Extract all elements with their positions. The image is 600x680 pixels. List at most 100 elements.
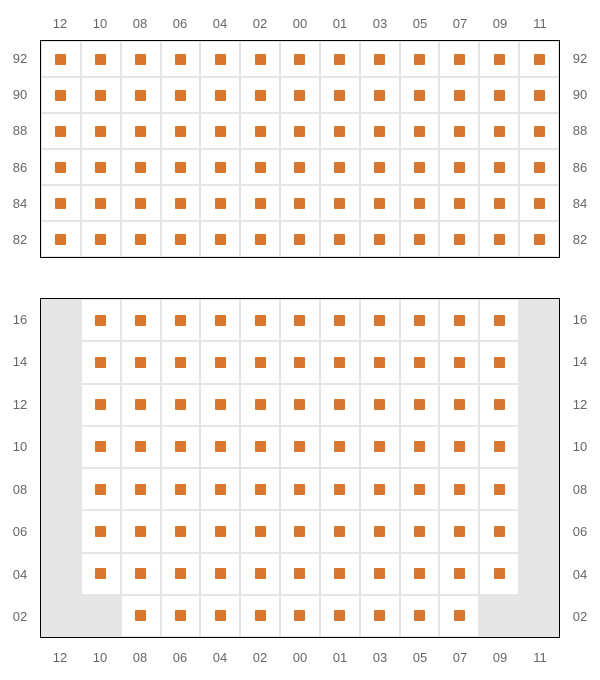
seat-cell[interactable]: [439, 384, 479, 426]
seat-cell[interactable]: [240, 113, 280, 149]
seat-cell[interactable]: [200, 468, 240, 510]
seat-cell[interactable]: [320, 595, 360, 637]
seat-cell[interactable]: [161, 41, 201, 77]
seat-cell[interactable]: [479, 221, 519, 257]
seat-cell[interactable]: [519, 77, 559, 113]
seat-cell[interactable]: [479, 553, 519, 595]
seat-cell[interactable]: [81, 41, 121, 77]
seat-cell[interactable]: [200, 221, 240, 257]
seat-cell[interactable]: [121, 41, 161, 77]
seat-cell[interactable]: [81, 149, 121, 185]
seat-cell[interactable]: [161, 510, 201, 552]
seat-cell[interactable]: [320, 77, 360, 113]
seat-cell[interactable]: [240, 299, 280, 341]
seat-cell[interactable]: [81, 384, 121, 426]
seat-cell[interactable]: [121, 341, 161, 383]
seat-cell[interactable]: [360, 468, 400, 510]
seat-cell[interactable]: [121, 221, 161, 257]
seat-cell[interactable]: [240, 77, 280, 113]
seat-cell[interactable]: [320, 185, 360, 221]
seat-cell[interactable]: [240, 185, 280, 221]
seat-cell[interactable]: [479, 113, 519, 149]
seat-cell[interactable]: [121, 113, 161, 149]
seat-cell[interactable]: [400, 113, 440, 149]
seat-cell[interactable]: [121, 426, 161, 468]
seat-cell[interactable]: [519, 149, 559, 185]
seat-cell[interactable]: [240, 221, 280, 257]
seat-cell[interactable]: [280, 595, 320, 637]
seat-cell[interactable]: [121, 510, 161, 552]
seat-cell[interactable]: [280, 221, 320, 257]
seat-cell[interactable]: [280, 553, 320, 595]
seat-cell[interactable]: [280, 149, 320, 185]
seat-cell[interactable]: [360, 113, 400, 149]
seat-cell[interactable]: [479, 149, 519, 185]
seat-cell[interactable]: [519, 113, 559, 149]
seat-cell[interactable]: [360, 299, 400, 341]
seat-cell[interactable]: [41, 149, 81, 185]
seat-cell[interactable]: [200, 553, 240, 595]
seat-cell[interactable]: [360, 384, 400, 426]
seat-cell[interactable]: [121, 149, 161, 185]
seat-cell[interactable]: [121, 185, 161, 221]
seat-cell[interactable]: [320, 553, 360, 595]
seat-cell[interactable]: [41, 113, 81, 149]
seat-cell[interactable]: [519, 185, 559, 221]
seat-cell[interactable]: [280, 384, 320, 426]
seat-cell[interactable]: [360, 149, 400, 185]
seat-cell[interactable]: [439, 595, 479, 637]
seat-cell[interactable]: [240, 510, 280, 552]
seat-cell[interactable]: [81, 468, 121, 510]
seat-cell[interactable]: [81, 553, 121, 595]
seat-cell[interactable]: [400, 77, 440, 113]
seat-cell[interactable]: [479, 299, 519, 341]
seat-cell[interactable]: [81, 299, 121, 341]
seat-cell[interactable]: [200, 299, 240, 341]
seat-cell[interactable]: [161, 185, 201, 221]
seat-cell[interactable]: [200, 41, 240, 77]
seat-cell[interactable]: [161, 221, 201, 257]
seat-cell[interactable]: [439, 553, 479, 595]
seat-cell[interactable]: [161, 77, 201, 113]
seat-cell[interactable]: [439, 341, 479, 383]
seat-cell[interactable]: [320, 341, 360, 383]
seat-cell[interactable]: [400, 341, 440, 383]
seat-cell[interactable]: [161, 595, 201, 637]
seat-cell[interactable]: [439, 41, 479, 77]
seat-cell[interactable]: [320, 113, 360, 149]
seat-cell[interactable]: [360, 41, 400, 77]
seat-cell[interactable]: [200, 384, 240, 426]
seat-cell[interactable]: [479, 468, 519, 510]
seat-cell[interactable]: [439, 299, 479, 341]
seat-cell[interactable]: [519, 221, 559, 257]
seat-cell[interactable]: [400, 384, 440, 426]
seat-cell[interactable]: [161, 341, 201, 383]
seat-cell[interactable]: [439, 77, 479, 113]
seat-cell[interactable]: [81, 185, 121, 221]
seat-cell[interactable]: [439, 185, 479, 221]
seat-cell[interactable]: [400, 595, 440, 637]
seat-cell[interactable]: [280, 341, 320, 383]
seat-cell[interactable]: [240, 384, 280, 426]
seat-cell[interactable]: [400, 510, 440, 552]
seat-cell[interactable]: [320, 221, 360, 257]
seat-cell[interactable]: [479, 185, 519, 221]
seat-cell[interactable]: [200, 595, 240, 637]
seat-cell[interactable]: [240, 595, 280, 637]
seat-cell[interactable]: [41, 221, 81, 257]
seat-cell[interactable]: [479, 77, 519, 113]
seat-cell[interactable]: [200, 113, 240, 149]
seat-cell[interactable]: [200, 185, 240, 221]
seat-cell[interactable]: [320, 41, 360, 77]
seat-cell[interactable]: [320, 149, 360, 185]
seat-cell[interactable]: [240, 553, 280, 595]
seat-cell[interactable]: [400, 468, 440, 510]
seat-cell[interactable]: [400, 149, 440, 185]
seat-cell[interactable]: [161, 426, 201, 468]
seat-cell[interactable]: [479, 41, 519, 77]
seat-cell[interactable]: [81, 426, 121, 468]
seat-cell[interactable]: [479, 341, 519, 383]
seat-cell[interactable]: [400, 553, 440, 595]
seat-cell[interactable]: [161, 113, 201, 149]
seat-cell[interactable]: [439, 113, 479, 149]
